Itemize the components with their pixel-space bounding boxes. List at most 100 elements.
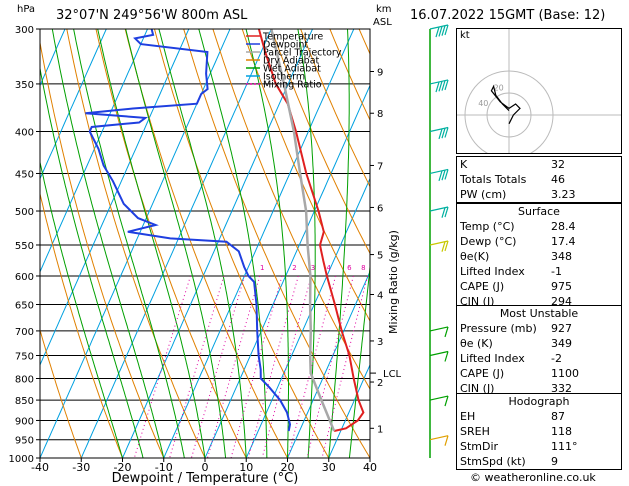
isotherm-line xyxy=(40,29,148,273)
wet-adiabat-line xyxy=(297,29,316,458)
hodograph-table-label: EH xyxy=(460,410,476,423)
x-tick-label: -40 xyxy=(31,461,49,474)
wind-barb-flag xyxy=(444,79,449,91)
surface-row: Dewp (°C) 17.4 xyxy=(457,234,621,249)
hodograph-ring-label: 40 xyxy=(478,99,488,108)
profile-parcel-trajectory xyxy=(270,29,336,432)
dry-adiabat-line xyxy=(300,29,370,188)
legend-label: Temperature xyxy=(262,32,323,43)
mixing-ratio-label: 25 xyxy=(418,264,427,272)
wind-barb xyxy=(429,24,449,38)
index-row: K 32 xyxy=(457,157,621,172)
wind-barb-flag xyxy=(441,241,446,252)
dry-adiabat-line xyxy=(183,29,370,458)
wind-barb-flag xyxy=(444,351,449,362)
wind-barb-staff xyxy=(429,126,449,133)
dry-adiabat-line xyxy=(241,29,370,322)
most-unstable-value: 927 xyxy=(551,322,572,335)
surface-label: CIN (J) xyxy=(460,295,495,308)
most-unstable-label: Lifted Index xyxy=(460,352,525,365)
km-tick-label: 1 xyxy=(377,424,383,435)
wind-barb-flag xyxy=(438,128,443,140)
wind-barb-flag xyxy=(444,169,449,180)
dry-adiabat-line xyxy=(622,29,629,458)
surface-value: 294 xyxy=(551,295,572,308)
index-label: Totals Totals xyxy=(460,173,527,186)
km-tick-label: 5 xyxy=(377,251,383,262)
isotherm-line xyxy=(328,363,370,458)
wind-barb xyxy=(429,350,449,362)
wind-barb-flag xyxy=(438,81,443,92)
hodograph-kt-label: kt xyxy=(460,30,470,41)
surface-label: CAPE (J) xyxy=(460,280,505,293)
mixing-ratio-axis-label: Mixing Ratio (g/kg) xyxy=(387,230,400,334)
p-tick-label: 400 xyxy=(15,128,34,139)
index-row: Totals Totals 46 xyxy=(457,172,621,187)
surface-value: 975 xyxy=(551,280,572,293)
mixing-ratio-line xyxy=(190,275,246,458)
wet-adiabat-line xyxy=(328,29,350,458)
wind-barb-flag xyxy=(444,326,449,338)
wind-barb-flag xyxy=(441,128,446,139)
most-unstable-label: θe (K) xyxy=(460,337,493,350)
hodograph-trace xyxy=(490,84,521,125)
legend-label: Parcel Trajectory xyxy=(263,48,342,59)
wind-barb-staff xyxy=(429,206,449,212)
index-row: PW (cm) 3.23 xyxy=(457,187,621,202)
wind-barb-staff xyxy=(429,168,449,175)
p-tick-label: 1000 xyxy=(9,454,34,465)
most-unstable-row: θe (K) 349 xyxy=(457,336,621,351)
km-tick-label: 2 xyxy=(377,378,383,389)
most-unstable-row: Pressure (mb) 927 xyxy=(457,321,621,336)
km-tick-label: 8 xyxy=(377,109,383,120)
surface-value: -1 xyxy=(551,265,562,278)
wind-barb-staff xyxy=(429,24,449,30)
km-tick-label: 9 xyxy=(377,67,383,78)
legend-label: Dry Adiabat xyxy=(263,56,320,67)
p-tick-label: 800 xyxy=(15,374,34,385)
hodograph-table-row: StmSpd (kt) 9 xyxy=(457,454,621,469)
wet-adiabat-line xyxy=(40,159,123,458)
surface-row: CAPE (J) 975 xyxy=(457,279,621,294)
profile-dewpoint xyxy=(85,29,292,432)
mixing-ratio-line xyxy=(169,275,225,458)
hodograph-table-value: 9 xyxy=(551,455,558,468)
wind-barb-staff xyxy=(429,350,449,357)
surface-label: θe(K) xyxy=(460,250,490,263)
most-unstable-row: CIN (J) 332 xyxy=(457,381,621,396)
mixing-ratio-label: 3 xyxy=(311,264,315,272)
hodograph-table-value: 87 xyxy=(551,410,565,423)
wind-barb xyxy=(429,435,449,446)
hodograph-table-row: SREH 118 xyxy=(457,424,621,439)
mixing-ratio-label: 6 xyxy=(347,264,352,272)
x-tick-label: -10 xyxy=(155,461,173,474)
dry-adiabat-line xyxy=(95,29,247,458)
wind-barb-flag xyxy=(441,25,446,36)
most-unstable-row: Lifted Index -2 xyxy=(457,351,621,366)
p-tick-label: 450 xyxy=(15,169,34,180)
hodograph-table-row: EH 87 xyxy=(457,409,621,424)
wind-barb-flag xyxy=(438,170,443,182)
hodograph-ring-label: 20 xyxy=(494,83,504,92)
wet-adiabat-line xyxy=(40,65,144,458)
wet-adiabat-line xyxy=(97,29,206,458)
location-title: 32°07'N 249°56'W 800m ASL xyxy=(56,8,248,23)
p-tick-label: 300 xyxy=(15,25,34,36)
dry-adiabat-line xyxy=(40,40,165,458)
x-tick-label: 10 xyxy=(239,461,253,474)
isotherm-line xyxy=(80,29,272,458)
wind-barb-flag xyxy=(444,206,449,218)
hodograph-table-row: StmDir 111° xyxy=(457,439,621,454)
dry-adiabat-line xyxy=(40,328,82,458)
dry-adiabat-line xyxy=(154,29,330,458)
wind-barb-flag xyxy=(444,395,449,407)
mixing-ratio-label: 8 xyxy=(361,264,365,272)
dry-adiabat-line xyxy=(270,29,370,255)
km-label: km xyxy=(376,4,392,15)
p-tick-label: 700 xyxy=(15,327,34,338)
index-label: PW (cm) xyxy=(460,188,507,201)
wet-adiabat-line xyxy=(51,29,165,458)
mixing-ratio-label: 20 xyxy=(406,264,415,272)
index-value: 32 xyxy=(551,158,565,171)
surface-row: Lifted Index -1 xyxy=(457,264,621,279)
